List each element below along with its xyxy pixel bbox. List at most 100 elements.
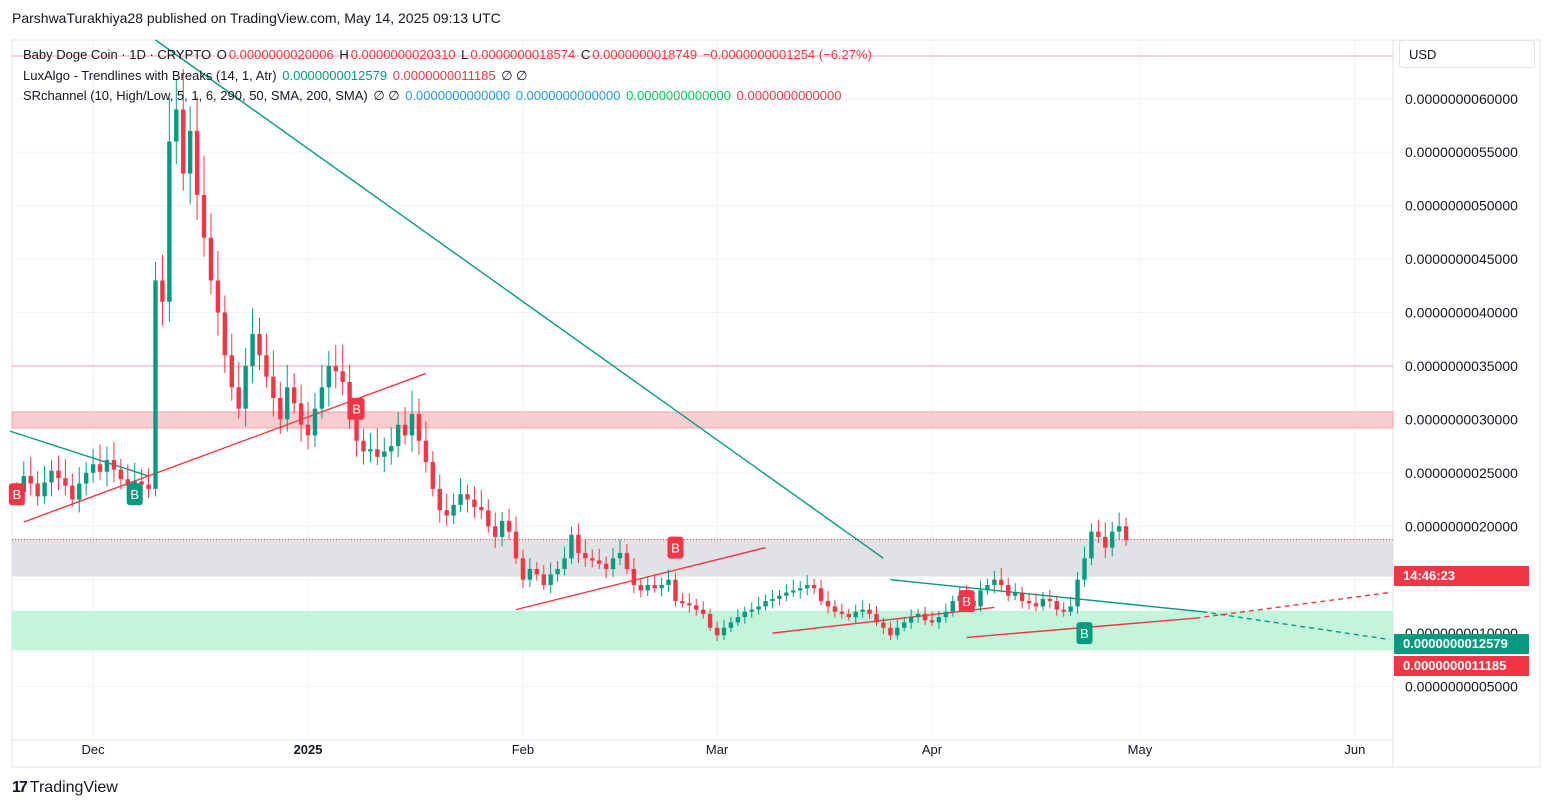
candle-body bbox=[97, 464, 103, 472]
candle-body bbox=[583, 552, 588, 559]
candle bbox=[548, 562, 553, 594]
candle bbox=[361, 428, 366, 465]
indicator2-value-2: 0.0000000000000 bbox=[515, 88, 621, 103]
candle bbox=[1033, 593, 1039, 612]
trendline bbox=[1195, 591, 1390, 619]
candle bbox=[229, 333, 234, 401]
candle bbox=[978, 580, 983, 612]
candle-body bbox=[811, 585, 817, 589]
price-tick-label: 0.0000000005000 bbox=[1405, 679, 1518, 695]
candle bbox=[638, 578, 643, 598]
candle bbox=[950, 595, 955, 617]
candle-body bbox=[194, 130, 200, 195]
candle bbox=[257, 317, 262, 370]
candle-body bbox=[382, 451, 387, 457]
zone-resistance bbox=[11, 411, 1394, 429]
candle-body bbox=[1026, 601, 1032, 604]
signal-badge: B bbox=[348, 397, 365, 420]
candle bbox=[936, 611, 942, 629]
symbol-label[interactable]: Baby Doge Coin · 1D · CRYPTO bbox=[23, 47, 212, 62]
candle bbox=[520, 549, 526, 589]
candle bbox=[652, 573, 657, 593]
open-label: O bbox=[216, 47, 227, 62]
candle-body bbox=[721, 627, 727, 636]
candle bbox=[818, 579, 824, 606]
candle-body bbox=[936, 617, 942, 623]
candle-body bbox=[846, 613, 851, 618]
indicator1-value-upper: 0.0000000012579 bbox=[282, 67, 388, 83]
signal-badge-box bbox=[958, 590, 975, 613]
candle bbox=[895, 619, 900, 640]
candle bbox=[409, 390, 415, 452]
candle-body bbox=[645, 585, 650, 591]
candle bbox=[153, 262, 158, 497]
candle-body bbox=[437, 488, 442, 511]
candle-body bbox=[160, 280, 165, 302]
indicator1-name[interactable]: LuxAlgo - Trendlines with Breaks (14, 1,… bbox=[23, 67, 277, 83]
candle-body bbox=[70, 485, 75, 500]
candle-body bbox=[576, 534, 581, 553]
high-value: 0.0000000020310 bbox=[350, 47, 456, 62]
candle-body bbox=[534, 569, 540, 575]
candle-body bbox=[63, 478, 68, 486]
candle-body bbox=[423, 440, 429, 463]
candle-body bbox=[465, 494, 470, 500]
indicator2-name[interactable]: SRchannel (10, High/Low, 5, 1, 6, 290, 5… bbox=[23, 88, 368, 103]
close-label: C bbox=[580, 47, 591, 62]
candle bbox=[569, 526, 574, 564]
candle bbox=[922, 606, 928, 625]
candle bbox=[804, 575, 810, 596]
candle bbox=[222, 295, 228, 373]
candle bbox=[617, 539, 623, 566]
candle bbox=[111, 442, 117, 483]
candle-body bbox=[499, 520, 505, 537]
candle-body bbox=[375, 449, 380, 457]
candle bbox=[811, 578, 817, 595]
price-axis-labels: 0.00000000050000.00000000100000.00000000… bbox=[1405, 91, 1518, 695]
candle-body bbox=[77, 483, 82, 500]
candle-body bbox=[756, 606, 761, 610]
candle bbox=[208, 213, 214, 295]
candle-body bbox=[943, 611, 949, 618]
candle bbox=[929, 611, 935, 626]
tradingview-logo-text: TradingView bbox=[29, 779, 118, 796]
currency-selector[interactable]: USD bbox=[1399, 40, 1535, 68]
candle-body bbox=[104, 460, 110, 472]
candle-body bbox=[673, 579, 678, 602]
candle-body bbox=[42, 482, 47, 497]
candle bbox=[756, 596, 761, 615]
candle-body bbox=[187, 130, 193, 174]
signal-badge: B bbox=[667, 536, 684, 559]
candle bbox=[784, 584, 789, 602]
candle-body bbox=[666, 579, 671, 586]
signal-badge-label: B bbox=[13, 487, 22, 502]
candle bbox=[271, 350, 276, 417]
candle bbox=[1054, 595, 1059, 616]
candle bbox=[888, 621, 893, 641]
break-signals: B B B B B B bbox=[8, 397, 1093, 645]
candle bbox=[583, 539, 588, 567]
candle bbox=[187, 106, 193, 205]
candle bbox=[465, 484, 470, 513]
candle bbox=[700, 601, 706, 619]
candle bbox=[451, 493, 456, 525]
candle-body bbox=[416, 414, 422, 441]
candle bbox=[368, 433, 373, 463]
candle bbox=[874, 605, 879, 626]
candle-body bbox=[298, 403, 304, 425]
candle bbox=[146, 468, 151, 499]
tradingview-logo[interactable]: 17 TradingView bbox=[12, 779, 118, 797]
lower-trendline-price-tag: 0.0000000011185 bbox=[1394, 656, 1529, 676]
candle bbox=[597, 548, 602, 569]
candle bbox=[291, 373, 297, 414]
candle-body bbox=[264, 355, 269, 377]
candle bbox=[908, 609, 914, 629]
candle bbox=[943, 603, 949, 623]
signal-badge-box bbox=[348, 397, 365, 420]
legend-row-indicator1: LuxAlgo - Trendlines with Breaks (14, 1,… bbox=[23, 66, 874, 87]
price-tick-label: 0.0000000025000 bbox=[1405, 465, 1518, 481]
candle-body bbox=[1103, 536, 1108, 548]
candle bbox=[375, 428, 380, 466]
candle-body bbox=[777, 595, 782, 599]
